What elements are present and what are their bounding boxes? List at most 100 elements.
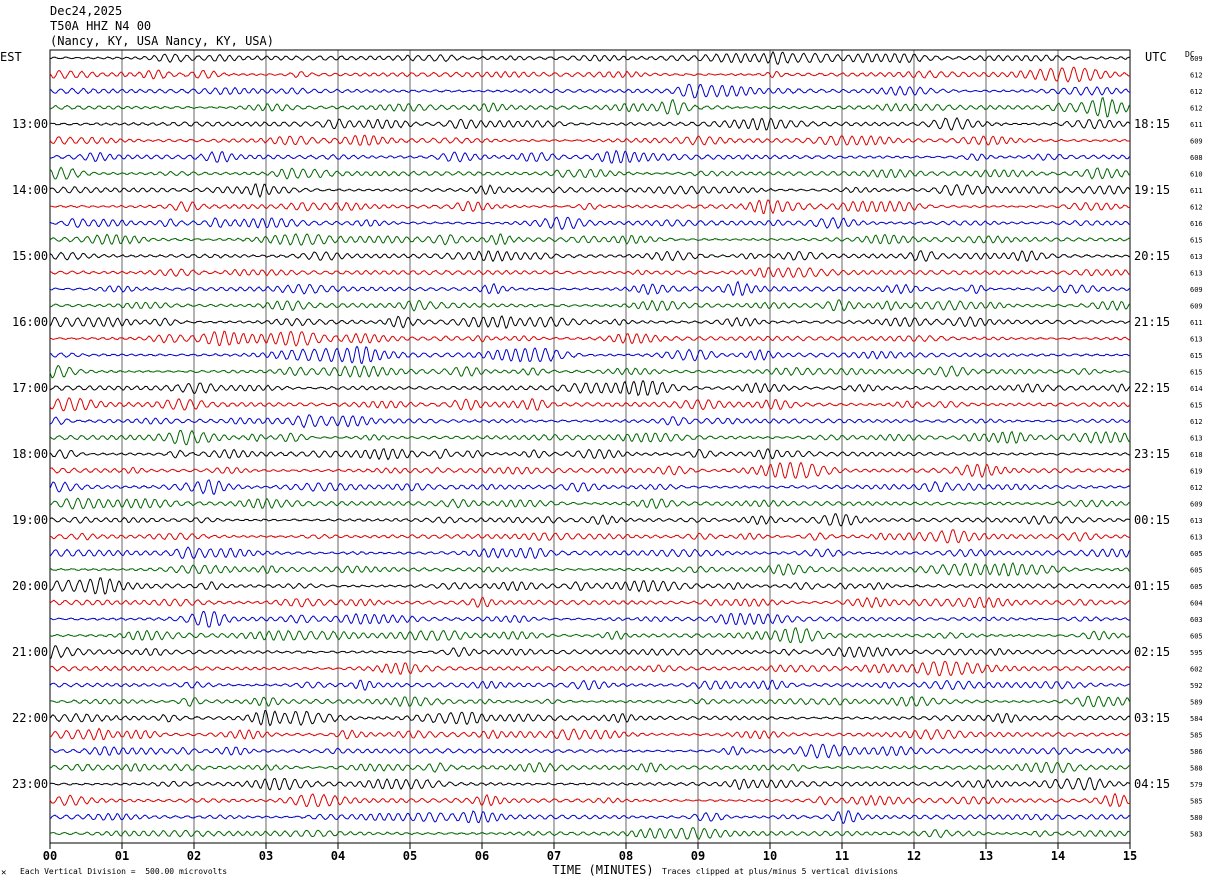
- dc-offset-label: 612: [1190, 418, 1203, 426]
- seismic-trace: [49, 379, 1131, 397]
- left-hour-label: 20:00: [12, 579, 48, 593]
- dc-offset-label: 613: [1190, 336, 1203, 344]
- dc-offset-label: 614: [1190, 385, 1203, 393]
- seismic-trace: [49, 627, 1131, 644]
- dc-offset-label: 609: [1190, 55, 1203, 63]
- x-tick-label: 14: [1051, 849, 1065, 863]
- seismic-trace: [49, 429, 1131, 446]
- seismic-trace: [49, 166, 1131, 180]
- left-hour-label: 21:00: [12, 645, 48, 659]
- x-tick-label: 10: [763, 849, 777, 863]
- seismic-trace: [49, 727, 1131, 741]
- seismic-trace: [49, 596, 1131, 609]
- left-timezone-label: EST: [0, 50, 22, 64]
- dc-label: DC: [1185, 50, 1195, 59]
- dc-offset-label: 613: [1190, 253, 1203, 261]
- dc-offset-label: 619: [1190, 468, 1203, 476]
- seismic-trace: [49, 250, 1131, 263]
- seismic-trace: [49, 397, 1131, 412]
- x-tick-label: 11: [835, 849, 849, 863]
- seismic-trace: [49, 561, 1131, 577]
- dc-offset-label: 616: [1190, 220, 1203, 228]
- seismic-trace: [49, 529, 1131, 544]
- dc-offset-label: 609: [1190, 286, 1203, 294]
- right-hour-label: 23:15: [1134, 447, 1170, 461]
- dc-offset-label: 611: [1190, 187, 1203, 195]
- x-tick-label: 00: [43, 849, 57, 863]
- scale-note: Each Vertical Division = 500.00 microvol…: [20, 867, 228, 876]
- right-hour-label: 20:15: [1134, 249, 1170, 263]
- dc-offset-label: 584: [1190, 715, 1203, 723]
- seismic-trace: [49, 96, 1131, 118]
- dc-offset-label: 605: [1190, 567, 1203, 575]
- right-hour-label: 21:15: [1134, 315, 1170, 329]
- seismic-trace: [49, 610, 1130, 628]
- dc-offset-label: 612: [1190, 105, 1203, 113]
- right-hour-label: 22:15: [1134, 381, 1170, 395]
- seismic-trace: [49, 513, 1131, 527]
- dc-offset-label: 613: [1190, 534, 1203, 542]
- dc-offset-label: 585: [1190, 732, 1203, 740]
- seismic-trace: [49, 330, 1131, 347]
- x-tick-label: 13: [979, 849, 993, 863]
- seismic-trace: [49, 761, 1131, 774]
- dc-offset-label: 613: [1190, 435, 1203, 443]
- dc-offset-label: 611: [1190, 319, 1203, 327]
- dc-offset-label: 586: [1190, 748, 1203, 756]
- seismic-trace: [49, 199, 1131, 215]
- right-hour-label: 18:15: [1134, 117, 1170, 131]
- left-hour-label: 13:00: [12, 117, 48, 131]
- x-tick-label: 07: [547, 849, 561, 863]
- x-tick-label: 05: [403, 849, 417, 863]
- left-hour-label: 17:00: [12, 381, 48, 395]
- seismic-trace: [49, 134, 1131, 146]
- x-tick-label: 03: [259, 849, 273, 863]
- x-tick-label: 12: [907, 849, 921, 863]
- dc-offset-label: 613: [1190, 517, 1203, 525]
- right-hour-label: 01:15: [1134, 579, 1170, 593]
- right-hour-label: 00:15: [1134, 513, 1170, 527]
- right-hour-label: 03:15: [1134, 711, 1170, 725]
- x-tick-label: 15: [1123, 849, 1137, 863]
- seismic-trace: [49, 826, 1131, 840]
- seismic-trace: [49, 183, 1131, 198]
- corner-mark-icon: ✕: [1, 868, 7, 878]
- x-tick-label: 06: [475, 849, 489, 863]
- seismic-trace: [49, 299, 1131, 312]
- seismic-trace: [49, 50, 1131, 65]
- dc-offset-label: 605: [1190, 550, 1203, 558]
- seismic-trace: [49, 233, 1131, 246]
- record-date: Dec24,2025: [50, 4, 123, 18]
- dc-offset-label: 580: [1190, 814, 1203, 822]
- seismic-trace: [49, 280, 1131, 297]
- left-hour-label: 18:00: [12, 447, 48, 461]
- left-hour-label: 14:00: [12, 183, 48, 197]
- dc-offset-label: 595: [1190, 649, 1203, 657]
- dc-offset-label: 613: [1190, 270, 1203, 278]
- x-tick-label: 01: [115, 849, 129, 863]
- seismic-trace: [49, 364, 1130, 379]
- seismic-trace: [49, 149, 1131, 164]
- seismic-trace: [49, 709, 1131, 727]
- seismic-trace: [49, 345, 1131, 365]
- seismic-trace: [49, 315, 1131, 330]
- right-hour-label: 04:15: [1134, 777, 1170, 791]
- station-location: (Nancy, KY, USA Nancy, KY, USA): [50, 34, 274, 48]
- dc-offset-label: 612: [1190, 72, 1203, 80]
- clip-note: Traces clipped at plus/minus 5 vertical …: [662, 867, 899, 876]
- left-hour-label: 16:00: [12, 315, 48, 329]
- dc-offset-label: 609: [1190, 138, 1203, 146]
- dc-offset-label: 585: [1190, 798, 1203, 806]
- station-code: T50A HHZ N4 00: [50, 19, 152, 33]
- dc-offset-label: 604: [1190, 600, 1203, 608]
- dc-offset-label: 608: [1190, 154, 1203, 162]
- x-tick-label: 08: [619, 849, 633, 863]
- dc-offset-label: 611: [1190, 121, 1203, 129]
- x-tick-label: 04: [331, 849, 345, 863]
- seismic-trace: [49, 117, 1131, 131]
- seismic-trace: [49, 695, 1131, 708]
- dc-offset-label: 588: [1190, 765, 1203, 773]
- dc-offset-label: 615: [1190, 369, 1203, 377]
- dc-offset-label: 602: [1190, 666, 1203, 674]
